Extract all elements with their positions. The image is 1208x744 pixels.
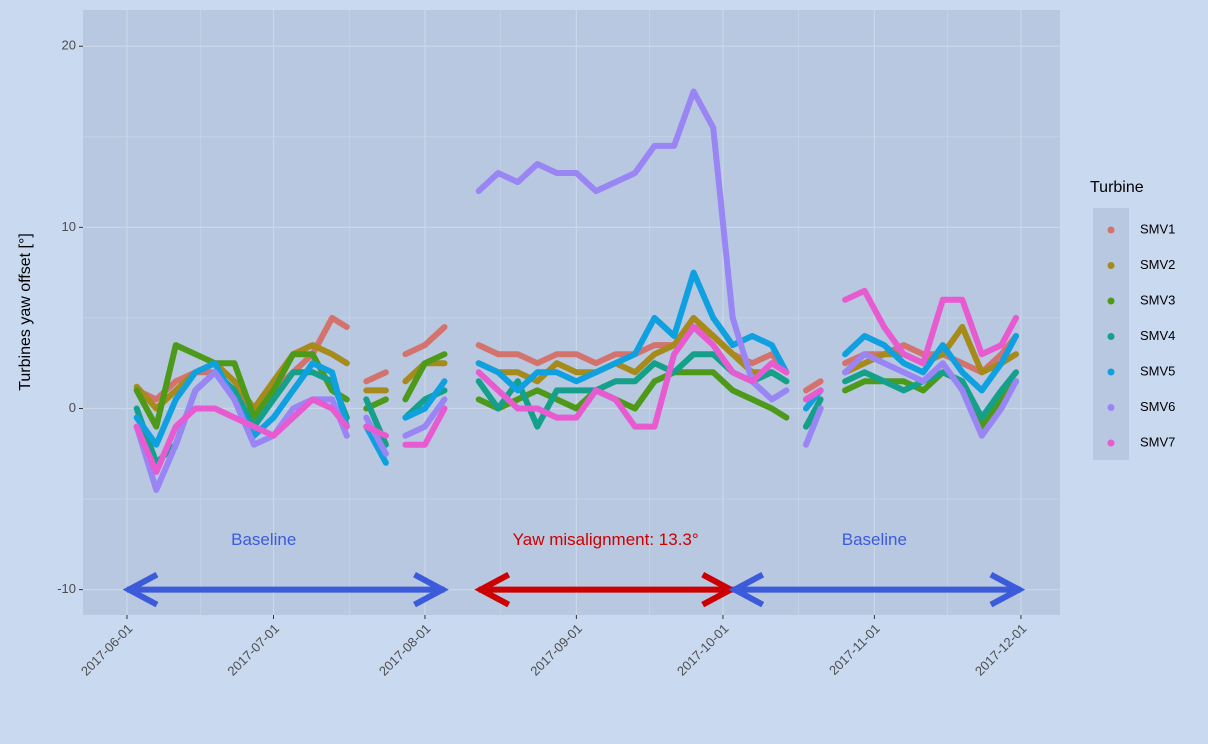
legend-label: SMV2	[1140, 257, 1175, 272]
legend-label: SMV6	[1140, 399, 1175, 414]
series-line	[133, 351, 1019, 466]
legend-key	[1107, 333, 1115, 340]
annotation: Baseline	[231, 530, 296, 549]
legend-key	[1107, 404, 1115, 411]
arrow-head	[413, 571, 449, 608]
legend-label: SMV5	[1140, 363, 1175, 378]
legend-title: Turbine	[1090, 179, 1144, 196]
arrow-head	[474, 571, 511, 608]
annotation: Yaw misalignment: 13.3°	[513, 530, 699, 549]
arrow	[122, 571, 449, 608]
arrow	[728, 571, 1026, 608]
y-tick-label: 10	[62, 219, 76, 234]
panel	[83, 10, 1060, 615]
legend-label: SMV3	[1140, 292, 1175, 307]
series-line	[133, 287, 1019, 475]
legend-key	[1107, 226, 1115, 234]
legend-key	[1107, 297, 1115, 305]
y-tick-label: 20	[62, 38, 76, 53]
arrow-head	[728, 571, 765, 608]
legend-key	[1107, 439, 1115, 447]
y-tick-label: 0	[69, 400, 76, 415]
y-tick-label: -10	[57, 581, 76, 596]
legend-label: SMV1	[1140, 221, 1175, 236]
arrow-head	[122, 571, 159, 608]
annotation: Baseline	[842, 530, 907, 549]
series-line	[133, 342, 1019, 430]
arrow-head	[989, 571, 1026, 608]
legend-key	[1107, 262, 1115, 269]
legend-label: SMV4	[1140, 328, 1175, 343]
y-axis-label: Turbines yaw offset [°]	[17, 233, 34, 391]
legend-label: SMV7	[1140, 434, 1175, 449]
legend-key	[1107, 368, 1115, 376]
